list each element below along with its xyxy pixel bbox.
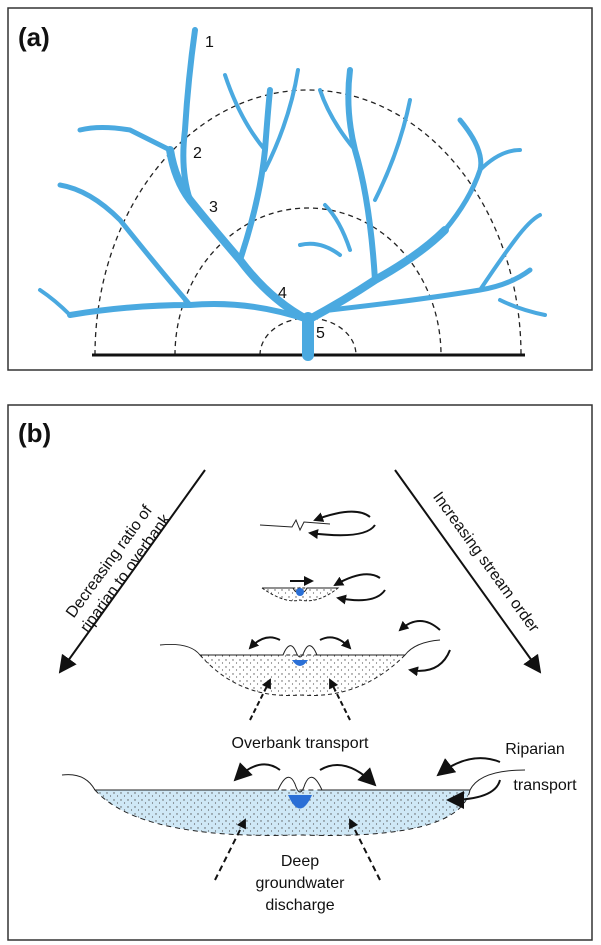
panel-label: (a) xyxy=(18,22,50,52)
right-arrow xyxy=(394,469,542,674)
section-4 xyxy=(61,757,526,881)
river-network xyxy=(38,27,547,361)
overbank-label: Overbank transport xyxy=(232,735,370,752)
riparian-label: Riparian xyxy=(505,741,565,758)
groundwater-label: Deep xyxy=(281,853,319,870)
order-label: 2 xyxy=(193,145,202,162)
right-arrow-label: Increasing stream order xyxy=(429,489,542,636)
order-label: 3 xyxy=(209,199,218,216)
order-label: 1 xyxy=(205,34,214,51)
groundwater-label: groundwater xyxy=(256,875,346,892)
left-arrow xyxy=(58,469,206,674)
panel-a-frame xyxy=(7,7,593,371)
order-label: 5 xyxy=(316,325,325,342)
riparian-label: transport xyxy=(513,777,577,794)
panel-label: (b) xyxy=(18,418,51,448)
groundwater-label: discharge xyxy=(265,897,334,914)
order-label: 4 xyxy=(278,285,287,302)
section-1 xyxy=(259,510,376,539)
left-arrow-label: Decreasing ratio of riparian to overbank xyxy=(63,502,175,636)
section-2 xyxy=(260,573,386,605)
panel-b-frame xyxy=(7,404,593,941)
section-3 xyxy=(159,620,451,721)
